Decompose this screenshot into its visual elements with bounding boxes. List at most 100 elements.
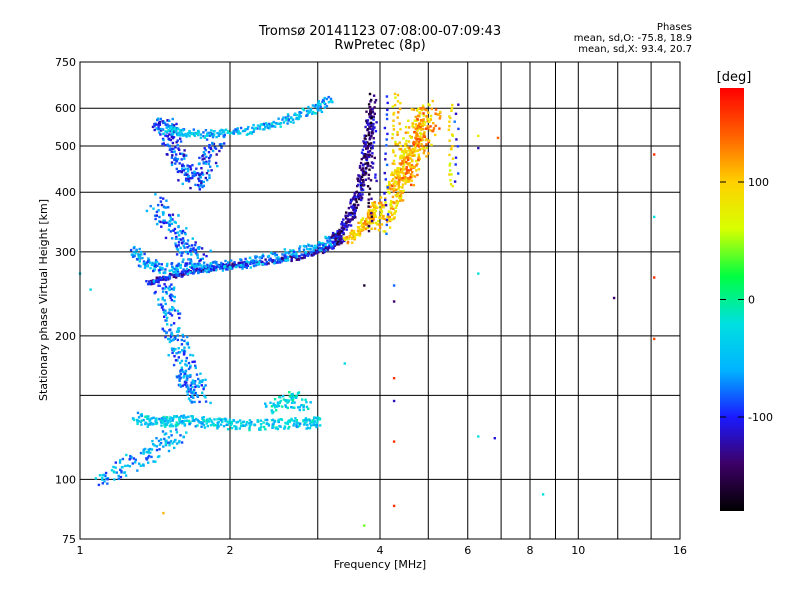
echo-point xyxy=(199,258,202,262)
echo-point xyxy=(199,182,203,186)
echo-point xyxy=(187,397,191,400)
echo-point xyxy=(153,444,156,447)
echo-point xyxy=(393,212,396,215)
echo-point xyxy=(383,192,386,195)
echo-point xyxy=(423,121,427,124)
echo-point xyxy=(160,263,163,266)
echo-point xyxy=(139,451,143,455)
echo-point xyxy=(363,221,367,224)
echo-point xyxy=(220,128,223,132)
echo-point xyxy=(170,347,174,350)
echo-point xyxy=(340,221,344,224)
echo-point xyxy=(280,258,284,261)
echo-point xyxy=(416,126,419,130)
echo-point xyxy=(159,196,162,199)
echo-point xyxy=(334,242,337,245)
echo-point xyxy=(270,409,273,413)
echo-point xyxy=(391,133,394,136)
echo-point xyxy=(362,164,365,167)
echo-point xyxy=(196,424,199,427)
echo-point xyxy=(165,418,168,421)
echo-point xyxy=(229,132,232,135)
echo-point xyxy=(215,153,218,156)
echo-point xyxy=(233,263,236,266)
echo-point xyxy=(284,421,287,425)
echo-point xyxy=(274,254,277,257)
echo-point xyxy=(364,170,367,173)
echo-point xyxy=(419,131,422,135)
echo-point xyxy=(305,253,309,256)
echo-point xyxy=(179,134,182,137)
echo-point xyxy=(392,399,396,403)
echo-point xyxy=(159,438,163,441)
echo-point xyxy=(360,198,363,202)
echo-point xyxy=(167,228,171,231)
echo-point xyxy=(355,200,358,203)
echo-point xyxy=(361,173,365,176)
echo-point xyxy=(221,269,225,272)
echo-point xyxy=(422,119,425,122)
echo-point xyxy=(202,261,206,264)
echo-point xyxy=(405,167,408,170)
echo-point xyxy=(185,364,188,367)
echo-point xyxy=(398,107,402,111)
echo-point xyxy=(177,312,180,315)
echo-point xyxy=(178,238,181,241)
echo-point xyxy=(142,463,145,466)
echo-point xyxy=(327,95,330,99)
echo-point xyxy=(183,149,186,152)
echo-point xyxy=(346,240,350,244)
echo-point xyxy=(110,469,114,472)
echo-point xyxy=(165,290,168,294)
echo-point xyxy=(172,124,176,127)
echo-point xyxy=(422,118,425,121)
echo-point xyxy=(403,177,406,181)
echo-point xyxy=(286,255,290,259)
echo-point xyxy=(340,223,344,226)
echo-point xyxy=(202,154,205,157)
y-tick-label: 400 xyxy=(55,186,76,199)
echo-point xyxy=(243,424,247,428)
echo-point xyxy=(149,422,152,426)
echo-point xyxy=(423,108,426,111)
echo-point xyxy=(202,419,206,422)
echo-point xyxy=(145,450,148,454)
echo-point xyxy=(325,97,328,101)
echo-point xyxy=(279,125,282,128)
echo-point xyxy=(172,347,175,351)
echo-point xyxy=(374,176,377,179)
echo-point xyxy=(369,142,373,145)
echo-point xyxy=(222,425,226,428)
echo-point xyxy=(165,439,168,442)
echo-point xyxy=(168,269,171,272)
echo-point xyxy=(335,241,338,244)
echo-point xyxy=(373,207,376,211)
echo-point xyxy=(266,126,270,129)
echo-point xyxy=(170,434,173,437)
echo-point xyxy=(195,252,198,255)
echo-point xyxy=(189,384,192,387)
echo-point xyxy=(416,149,420,152)
echo-point xyxy=(162,142,165,145)
echo-point xyxy=(275,409,278,412)
echo-point xyxy=(275,253,279,257)
echo-point xyxy=(371,130,374,134)
echo-point xyxy=(193,360,196,363)
echo-point xyxy=(282,395,285,398)
echo-point xyxy=(398,148,401,151)
echo-point xyxy=(363,183,366,187)
echo-point xyxy=(245,423,248,426)
echo-point xyxy=(104,474,107,478)
echo-point xyxy=(303,245,307,248)
echo-point xyxy=(386,187,389,191)
echo-point xyxy=(370,116,373,119)
echo-point xyxy=(391,200,395,204)
echo-point xyxy=(400,155,403,158)
echo-point xyxy=(399,144,402,148)
echo-point xyxy=(287,118,291,121)
echo-point xyxy=(106,482,109,485)
echo-point xyxy=(172,288,175,291)
echo-point xyxy=(392,177,395,181)
echo-point xyxy=(295,117,298,120)
echo-point xyxy=(342,218,345,221)
